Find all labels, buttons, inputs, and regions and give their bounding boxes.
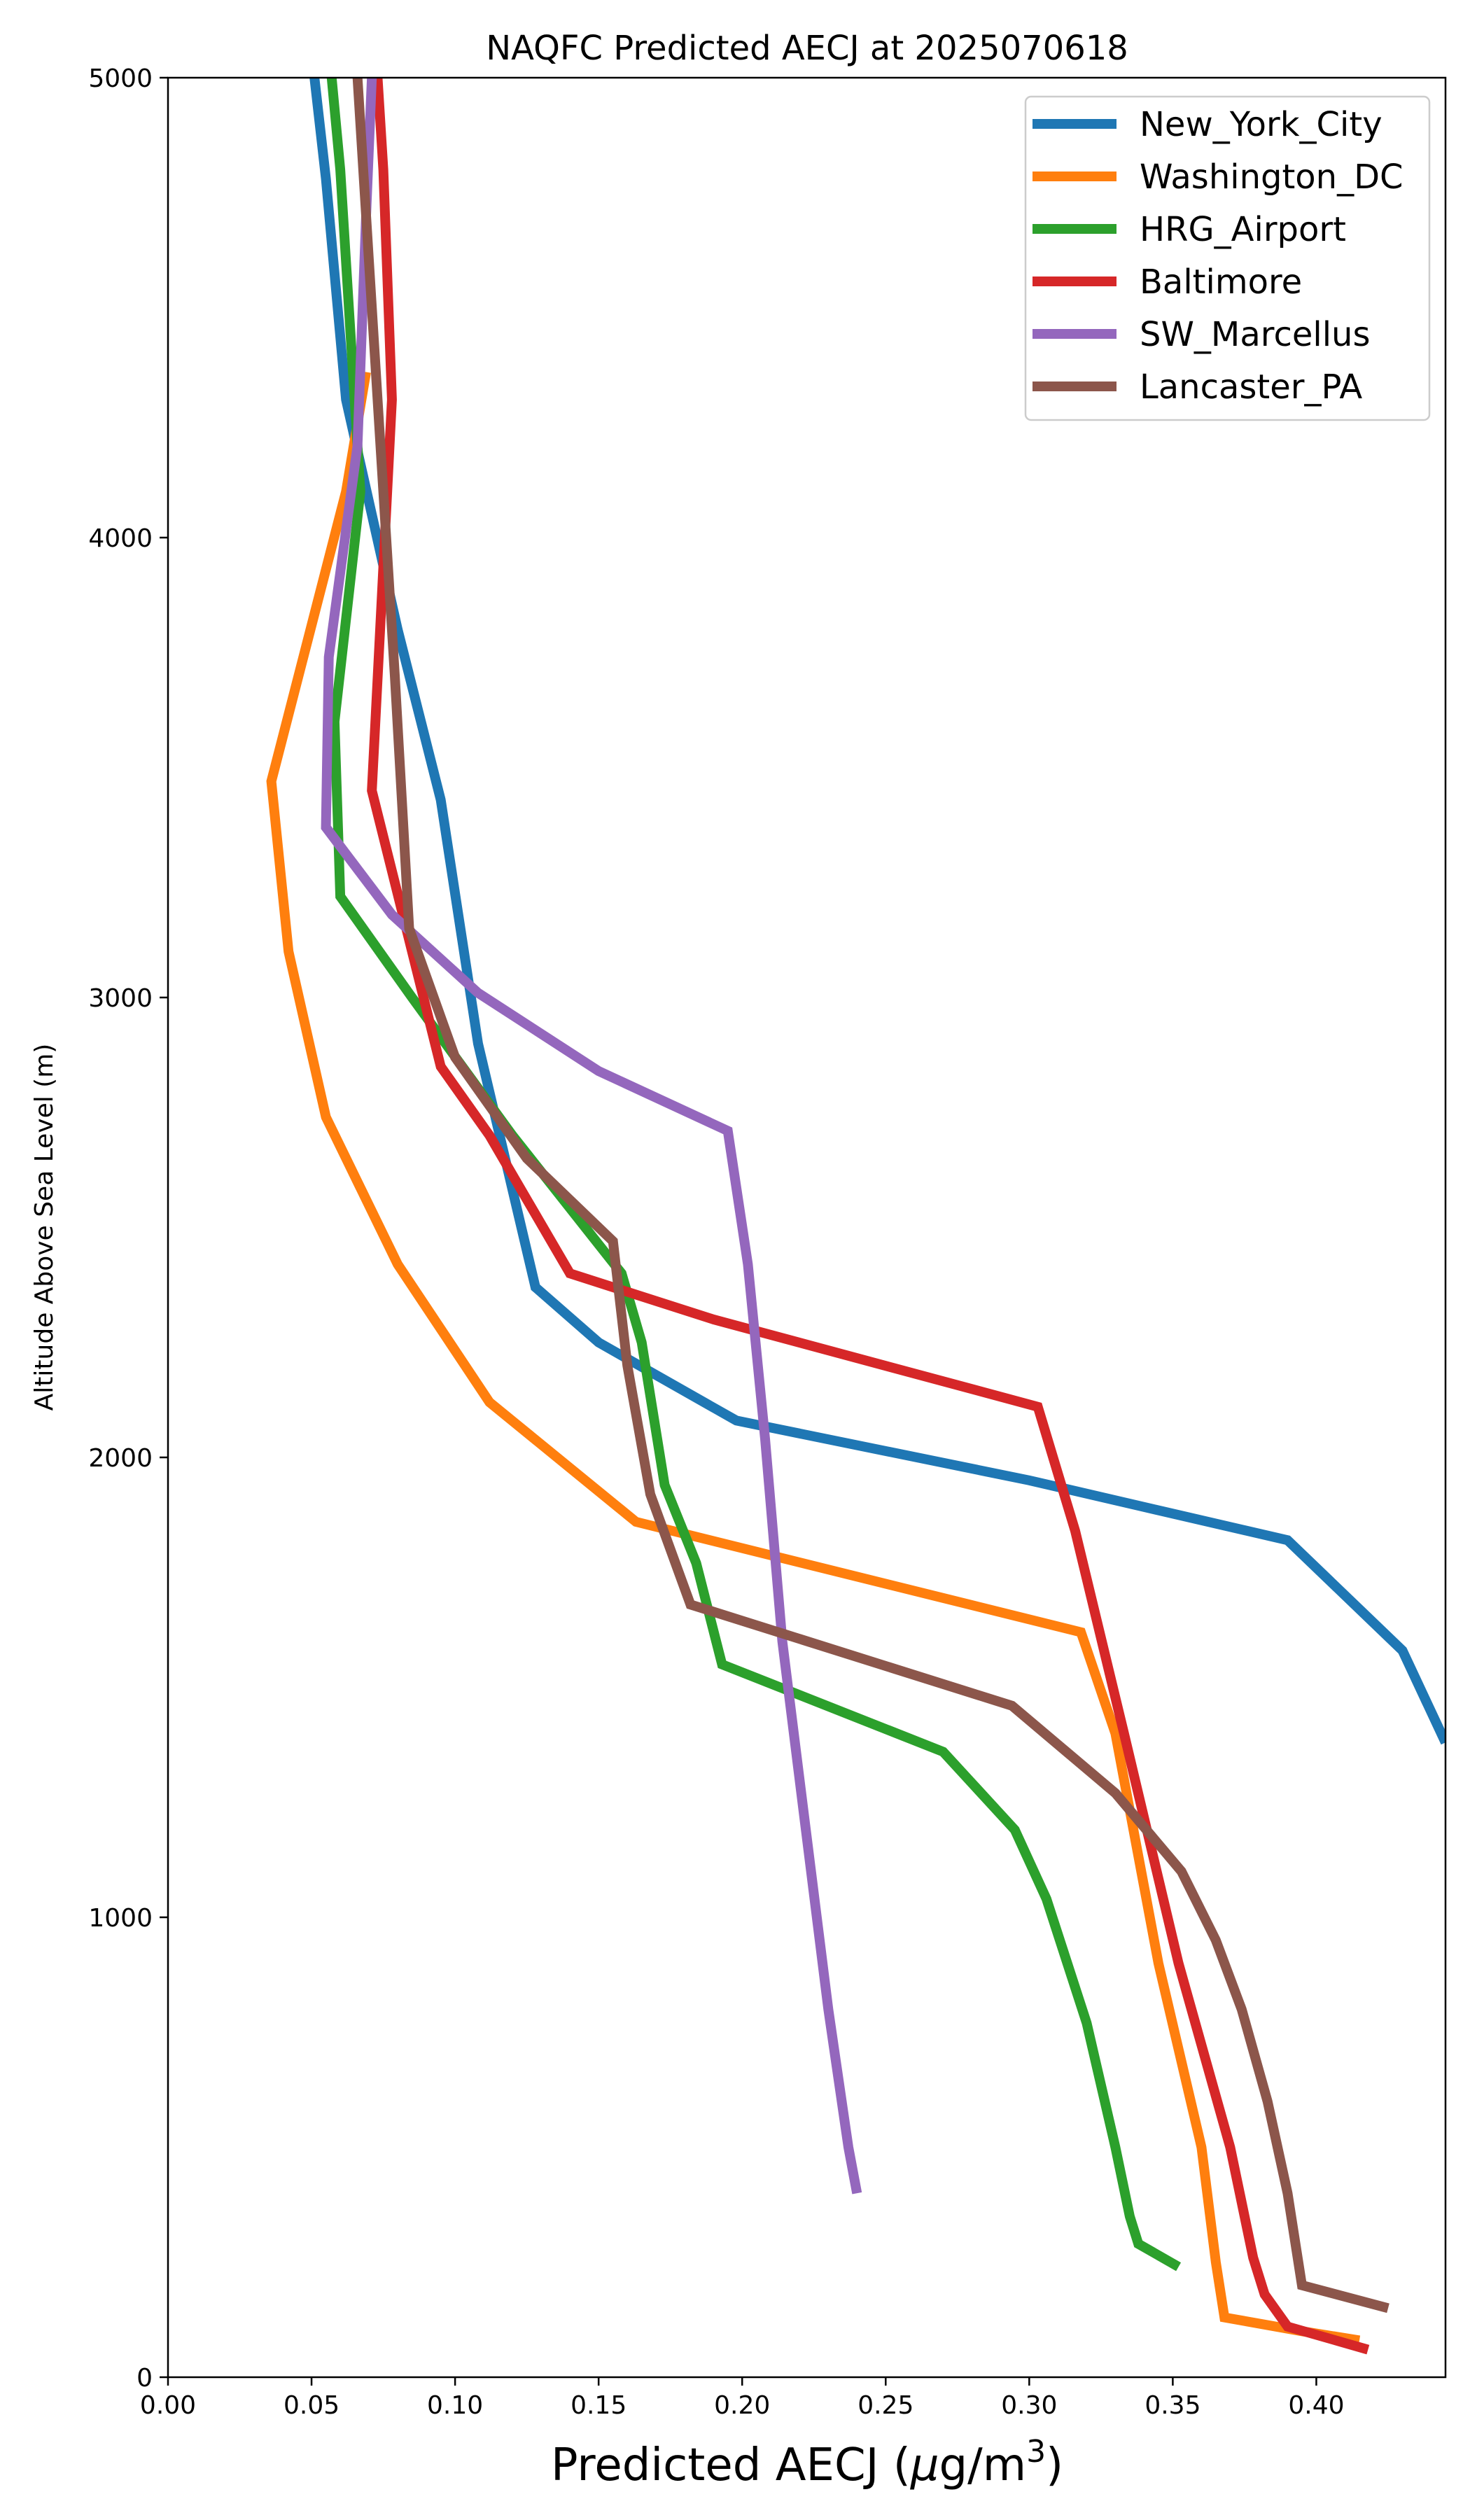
legend-label-washington-dc: Washington_DC [1140, 158, 1404, 197]
x-tick-label: 0.35 [1144, 2391, 1200, 2420]
legend: New_York_City Washington_DC HRG_Airport Bal… [1024, 95, 1431, 421]
x-axis-label-exponent: 3 [1026, 2434, 1046, 2470]
series-line-hrg-airport [326, 78, 1182, 2272]
y-tick-label: 0 [136, 2364, 153, 2393]
x-tick-label: 0.40 [1288, 2391, 1344, 2420]
x-tick-label: 0.25 [858, 2391, 913, 2420]
x-axis-label-suffix: ) [1046, 2440, 1063, 2491]
x-tick-label: 0.20 [714, 2391, 770, 2420]
x-axis-label: Predicted AECJ (μg/m3) [551, 2434, 1063, 2491]
x-axis-label-mu: μ [910, 2440, 939, 2491]
x-tick-label: 0.10 [427, 2391, 483, 2420]
legend-label-sw-marcellus: SW_Marcellus [1140, 315, 1370, 354]
legend-frame [1024, 95, 1431, 421]
y-tick-label: 1000 [88, 1904, 153, 1933]
y-tick-label: 5000 [88, 64, 153, 93]
legend-label-new-york-city: New_York_City [1140, 105, 1382, 144]
y-tick-label: 4000 [88, 524, 153, 553]
legend-label-baltimore: Baltimore [1140, 262, 1302, 302]
y-tick-label: 2000 [88, 1444, 153, 1473]
series-layer [266, 78, 1446, 2355]
y-axis-label: Altitude Above Sea Level (m) [30, 1044, 59, 1411]
plot-frame [167, 76, 1447, 2379]
x-tick-label: 0.05 [284, 2391, 340, 2420]
x-tick-label: 0.00 [140, 2391, 196, 2420]
legend-items: New_York_City Washington_DC HRG_Airport Bal… [1032, 105, 1404, 407]
series-line-lancaster-pa [352, 78, 1390, 2314]
series-line-sw-marcellus [321, 78, 862, 2194]
series-line-washington-dc [266, 371, 1361, 2346]
chart-title: NAQFC Predicted AECJ at 2025070618 [486, 29, 1128, 68]
legend-label-lancaster-pa: Lancaster_PA [1140, 368, 1362, 407]
x-axis-ticks: 0.00 0.05 0.10 0.15 0.20 0.25 0.30 0.35 0.40 [140, 2377, 1345, 2420]
series-line-new-york-city [309, 78, 1446, 1745]
x-tick-label: 0.15 [570, 2391, 626, 2420]
x-axis-label-unit: g/m [939, 2440, 1027, 2491]
x-tick-label: 0.30 [1001, 2391, 1057, 2420]
series-line-baltimore [367, 78, 1370, 2355]
y-axis-ticks: 0 1000 2000 3000 4000 5000 [88, 64, 168, 2393]
y-tick-label: 3000 [88, 984, 153, 1013]
legend-label-hrg-airport: HRG_Airport [1140, 210, 1346, 249]
x-axis-label-prefix: Predicted AECJ ( [551, 2440, 911, 2491]
